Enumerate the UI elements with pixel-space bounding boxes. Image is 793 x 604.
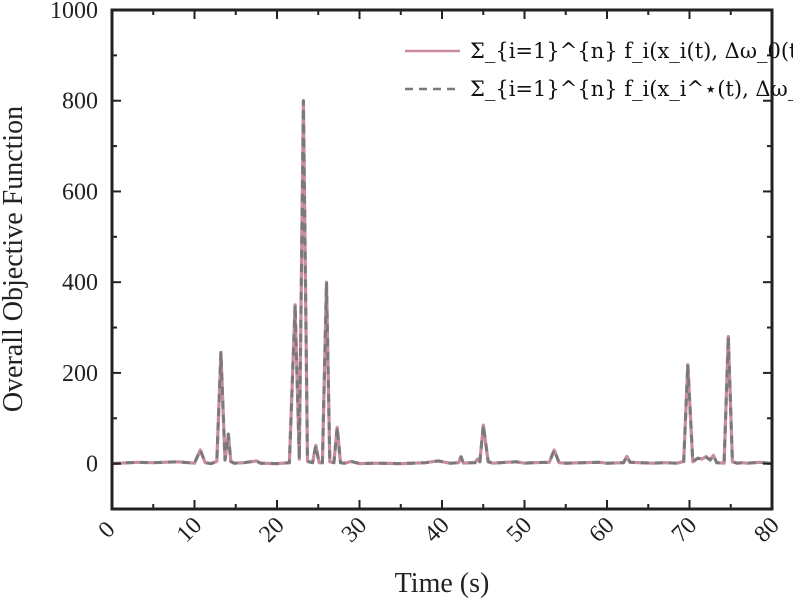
x-tick-label: 10 — [172, 512, 207, 547]
x-axis-label: Time (s) — [395, 568, 490, 599]
x-tick-label: 20 — [254, 512, 289, 547]
series-layer — [112, 99, 772, 466]
legend-label-series-2: Σ_{i=1}^{n} f_i(x_i^⋆(t), Δω_0(t)) — [470, 77, 793, 101]
y-tick-label: 800 — [62, 89, 98, 115]
legend-label-series-2-text: Σ_{i=1}^{n} f_i(x_i^⋆(t), Δω_0(t)) — [470, 77, 793, 101]
x-tick-label: 30 — [337, 512, 372, 547]
x-tick-label: 80 — [749, 512, 784, 547]
y-tick-label: 200 — [62, 361, 98, 387]
y-tick-label: 600 — [62, 179, 98, 205]
plot-area — [112, 99, 772, 466]
y-tick-label: 0 — [86, 452, 98, 478]
series-line-2 — [112, 99, 772, 466]
x-tick-label: 0 — [94, 517, 121, 544]
legend-label-series-1-text: Σ_{i=1}^{n} f_i(x_i(t), Δω_0(t)) — [470, 39, 793, 63]
y-tick-label: 1000 — [50, 0, 98, 24]
legend: Σ_{i=1}^{n} f_i(x_i(t), Δω_0(t)) Σ_{i=1}… — [405, 39, 793, 101]
legend-label-series-1: Σ_{i=1}^{n} f_i(x_i(t), Δω_0(t)) — [470, 39, 793, 63]
x-tick-label: 70 — [667, 512, 702, 547]
x-tick-label: 40 — [419, 512, 454, 547]
x-tick-label: 60 — [584, 512, 619, 547]
y-axis-label: Overall Objective Function — [0, 106, 29, 412]
x-tick-label: 50 — [502, 512, 537, 547]
series-line-1 — [112, 99, 772, 466]
axes-frame — [110, 8, 774, 511]
y-tick-label: 400 — [62, 270, 98, 296]
